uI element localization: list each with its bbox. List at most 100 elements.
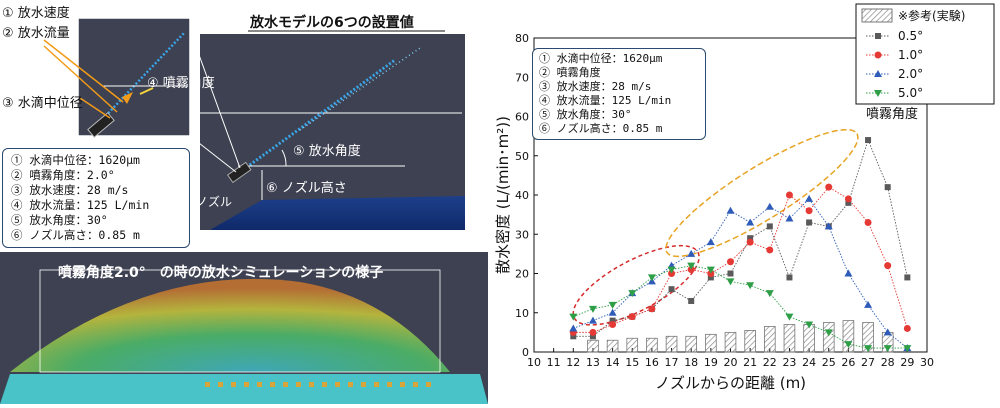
zoom-projection-line [189, 29, 241, 169]
parameter-row: ⑥ ノズル高さ：0.85 m [539, 122, 663, 135]
callout-nozzle-height: ⑥ ノズル高さ [266, 181, 347, 196]
data-point [875, 33, 881, 39]
callout-arrow [43, 39, 124, 103]
data-point [805, 321, 814, 329]
data-point [864, 218, 872, 226]
legend-series-label: 1.0° [898, 48, 923, 62]
data-point [874, 90, 882, 97]
water-floor [210, 196, 465, 230]
x-tick-label: 29 [900, 356, 914, 369]
data-point [706, 266, 715, 274]
data-point [707, 274, 714, 281]
data-point [785, 313, 794, 321]
data-point [747, 235, 754, 242]
data-point [588, 305, 597, 313]
zoom-projection-line [189, 135, 237, 173]
simulation-bounding-box [39, 269, 441, 373]
y-tick-label: 20 [515, 268, 529, 281]
data-point [570, 333, 577, 340]
reference-bar [822, 322, 835, 353]
series-line [573, 198, 908, 349]
simulation-image [0, 269, 488, 404]
x-tick-label: 14 [606, 356, 620, 369]
y-tick-label: 70 [515, 71, 529, 84]
data-point [844, 341, 853, 349]
y-tick-label: 60 [515, 111, 529, 124]
nozzle-icon [226, 161, 252, 184]
callout-discharge-angle: ⑤ 放水角度 [293, 144, 361, 159]
data-point [688, 297, 695, 304]
legend-series-label: 2.0° [898, 67, 923, 81]
reference-bar [606, 339, 619, 353]
data-point [785, 191, 793, 199]
x-tick-label: 20 [724, 356, 738, 369]
data-point [865, 137, 872, 144]
legend-note: 噴霧角度 [866, 106, 918, 122]
highlight-ellipse-orange [665, 128, 859, 258]
data-point [609, 321, 617, 329]
chart-parameter-box: ① 水滴中位径：1620μm ② 噴霧角度 ③ 放水速度：28 m/s ④ 放水… [532, 48, 706, 140]
x-tick-label: 10 [527, 356, 541, 369]
x-tick-label: 13 [586, 356, 600, 369]
x-tick-label: 15 [625, 356, 639, 369]
x-tick-label: 28 [881, 356, 895, 369]
parameter-row: ⑥ ノズル高さ：0.85 m [11, 228, 140, 242]
data-point [609, 317, 616, 324]
legend-series-label: 0.5° [898, 29, 923, 43]
x-tick-label: 23 [782, 356, 796, 369]
data-point [864, 300, 873, 308]
x-tick-label: 16 [645, 356, 659, 369]
chart-panel: 10 11 12 13 14 15 16 17 18 19 20 21 22 23 24 25 26 27 28 29… [490, 0, 1000, 404]
reference-bar [705, 333, 717, 353]
data-point [726, 206, 735, 214]
setup-diagram [43, 17, 465, 230]
data-point [844, 195, 852, 203]
data-point [844, 269, 853, 277]
x-axis-label: ノズルからの距離 (m) [655, 374, 806, 392]
data-point [786, 274, 793, 281]
legend-reference-label: ※参考(実験) [898, 8, 965, 23]
spray-angle-mark [139, 87, 154, 95]
data-point [824, 222, 833, 230]
data-point [647, 274, 656, 282]
data-point [608, 308, 617, 316]
parameter-row: ④ 放水流量：125 L/min [539, 94, 672, 107]
reference-bar [744, 330, 756, 353]
simulation-floor [0, 374, 488, 404]
x-tick-label: 17 [665, 356, 679, 369]
data-point [706, 238, 715, 246]
parameter-box: ① 水滴中位径：1620μm ② 噴霧角度：2.0° ③ 放水速度：28 m/s… [2, 148, 190, 248]
data-point [589, 333, 596, 340]
data-point [765, 290, 774, 298]
inset-jet [99, 31, 186, 123]
x-tick-label: 22 [763, 356, 777, 369]
parameter-row: ① 水滴中位径：1620μm [539, 52, 663, 65]
data-point [883, 328, 892, 336]
legend-reference-swatch [861, 8, 893, 23]
data-point [825, 183, 833, 191]
data-point [727, 270, 734, 277]
zoom-inset [77, 17, 191, 137]
callout-arrow [43, 45, 118, 113]
data-point [667, 266, 676, 274]
parameter-row: ② 噴霧角度：2.0° [11, 168, 115, 182]
y-tick-label: 80 [515, 32, 529, 45]
callout-speed: ① 放水速度 [2, 6, 70, 21]
reference-bar [803, 324, 815, 353]
reference-bar [665, 335, 678, 353]
data-point [589, 328, 597, 336]
density-chart: 10 11 12 13 14 15 16 17 18 19 20 21 22 23 24 25 26 27 28 29… [494, 3, 995, 392]
discharge-angle-arc [281, 149, 287, 167]
parameter-row: ② 噴霧角度 [539, 66, 601, 79]
x-tick-label: 18 [684, 356, 698, 369]
data-point [903, 345, 912, 353]
data-point [588, 316, 597, 324]
data-point [648, 305, 656, 313]
parameter-row: ① 水滴中位径：1620μm [11, 153, 140, 167]
data-point [884, 184, 891, 191]
data-point [628, 290, 637, 298]
y-axis-label: 散水密度 (L/(min･m²)) [494, 116, 512, 274]
data-point [628, 313, 636, 321]
reference-bar [783, 324, 796, 353]
x-tick-label: 24 [802, 356, 816, 369]
